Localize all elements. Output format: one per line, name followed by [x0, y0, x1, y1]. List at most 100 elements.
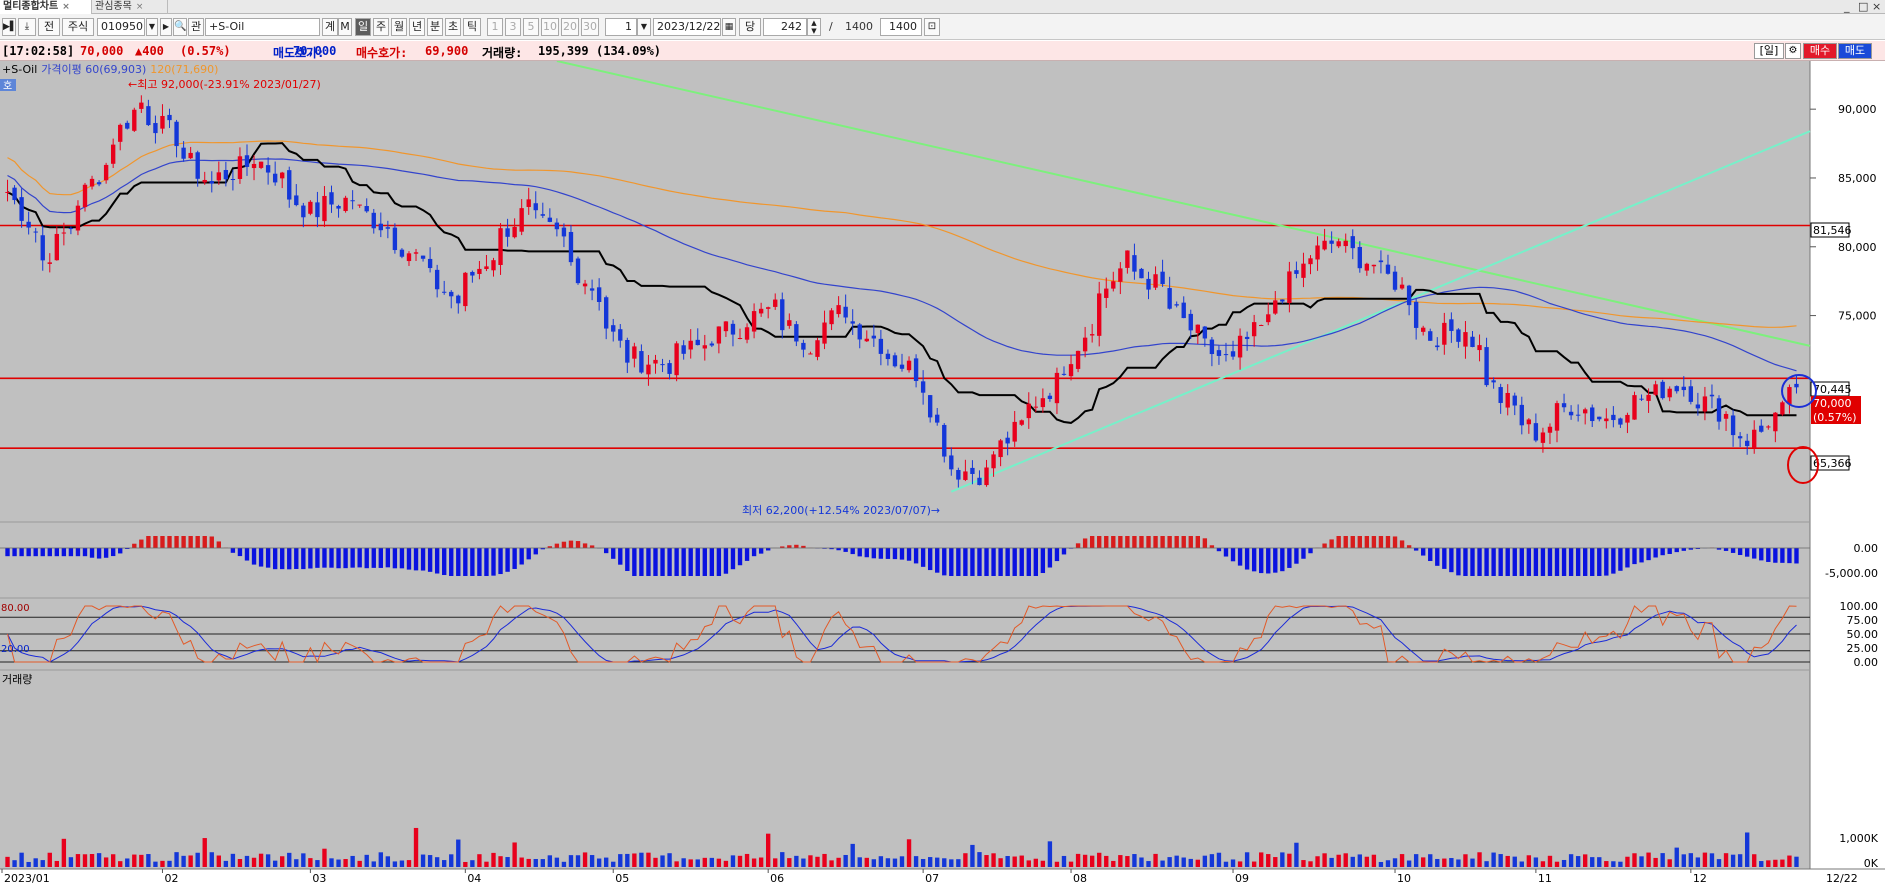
candle-body [575, 258, 581, 284]
stock-type-button[interactable]: 주식 [62, 18, 94, 36]
volume-bar [674, 861, 679, 867]
period-day[interactable]: 일 [355, 18, 371, 36]
buy-button[interactable]: 매수 [1803, 43, 1837, 59]
candle-body [1653, 384, 1658, 395]
candle-body [1737, 436, 1743, 439]
count-input[interactable]: 242 [763, 18, 807, 36]
minute-option-3[interactable]: 3 [505, 18, 521, 36]
macd-bar [54, 548, 60, 557]
macd-bar [1139, 536, 1144, 548]
date-input[interactable]: 2023/12/22 [653, 18, 721, 36]
close-window-icon[interactable]: × [1872, 0, 1882, 13]
close-icon[interactable]: × [62, 2, 70, 12]
candle-body [61, 232, 67, 234]
volume-bar [1442, 858, 1447, 867]
candle-body [744, 327, 750, 340]
chevron-down-icon[interactable]: ▼ [146, 18, 158, 36]
volume-bar [103, 857, 109, 867]
watch-button[interactable]: 관 [188, 18, 204, 36]
macd-bar [604, 548, 609, 554]
candle-body [892, 355, 898, 367]
today-button[interactable]: 당 [739, 18, 761, 36]
stock-code-input[interactable]: 010950 [97, 18, 145, 36]
play-icon[interactable]: ▶▌ [2, 18, 17, 36]
macd-bar [463, 548, 468, 576]
candle-body [371, 212, 376, 229]
candle-body [406, 253, 412, 262]
volume-bar [653, 857, 658, 867]
search-icon[interactable]: 🔍 [173, 18, 187, 36]
macd-bar [202, 536, 207, 548]
view-count-input[interactable]: 1400 [880, 18, 922, 36]
volume-bar [1583, 854, 1588, 867]
close-icon[interactable]: × [135, 2, 144, 12]
tab-watchlist[interactable]: 관심종목 × [92, 0, 168, 14]
chevron-down-icon[interactable]: ▼ [637, 18, 651, 36]
period-week[interactable]: 주 [373, 18, 389, 36]
volume-bar [927, 857, 933, 867]
download-icon[interactable]: ⤓ [18, 18, 36, 36]
minute-option-20[interactable]: 20 [561, 18, 579, 36]
volume-bar [1181, 857, 1186, 867]
volume-bar [625, 853, 630, 867]
minute-option-10[interactable]: 10 [541, 18, 559, 36]
m-button[interactable]: M [338, 18, 352, 36]
volume-bar [519, 857, 524, 867]
minute-option-30[interactable]: 30 [581, 18, 599, 36]
volume-bar [1392, 858, 1398, 867]
candle-body [899, 364, 905, 369]
volume-bar [1111, 860, 1116, 867]
stock-name-input[interactable]: +S-Oil [205, 18, 320, 36]
settings-icon[interactable]: ⊡ [924, 18, 940, 36]
macd-bar [843, 548, 848, 552]
macd-bar [1343, 536, 1348, 548]
period-second[interactable]: 초 [445, 18, 461, 36]
sell-button[interactable]: 매도 [1838, 43, 1872, 59]
minimize-icon[interactable]: _ [1844, 0, 1850, 13]
macd-bar [878, 548, 884, 559]
period-indicator-button[interactable]: [일] [1754, 43, 1784, 59]
interval-input[interactable]: 1 [605, 18, 637, 36]
period-tick[interactable]: 틱 [463, 18, 481, 36]
candle-body [829, 310, 834, 325]
candle-body [1019, 420, 1024, 425]
candle-body [611, 325, 616, 332]
maximize-icon[interactable]: □ [1858, 0, 1869, 13]
macd-bar [1639, 548, 1644, 563]
macd-bar [1075, 543, 1081, 548]
candle-body [1505, 392, 1510, 408]
macd-bar [716, 548, 722, 576]
chart-area[interactable]: 90,00085,00080,00075,0000.00-5,000.00100… [0, 61, 1885, 885]
support-price: 65,366 [1813, 457, 1852, 470]
period-minute[interactable]: 분 [427, 18, 443, 36]
minute-option-1[interactable]: 1 [487, 18, 503, 36]
candle-body [864, 338, 869, 342]
macd-bar [1054, 548, 1060, 562]
volume-bar [40, 860, 45, 867]
minute-option-5[interactable]: 5 [523, 18, 539, 36]
calendar-icon[interactable]: ▦ [722, 18, 736, 36]
volume-bar [308, 858, 313, 867]
volume-bar [1230, 859, 1236, 867]
volume-bar [33, 858, 38, 867]
candle-body [1406, 285, 1412, 306]
macd-bar [1435, 548, 1440, 566]
macd-bar [209, 536, 214, 548]
account-button[interactable]: 계 [322, 18, 338, 36]
prev-button[interactable]: 전 [38, 18, 60, 36]
period-year[interactable]: 년 [409, 18, 425, 36]
macd-bar [1301, 548, 1306, 559]
candle-body [512, 226, 517, 238]
gear-icon[interactable]: ⚙ [1785, 43, 1801, 59]
volume-bar [1730, 854, 1736, 867]
tab-multi-chart[interactable]: 멀티종합차트 × [0, 0, 92, 14]
candle-body [498, 228, 503, 265]
candle-body [82, 184, 88, 208]
candle-body [1597, 416, 1602, 420]
next-arrow-icon[interactable]: ▶ [160, 18, 172, 36]
macd-bar [1590, 548, 1595, 576]
candle-body [427, 258, 433, 269]
period-month[interactable]: 월 [391, 18, 407, 36]
candle-body [132, 109, 137, 131]
spinner-icon[interactable]: ▲ ▼ [807, 18, 821, 36]
